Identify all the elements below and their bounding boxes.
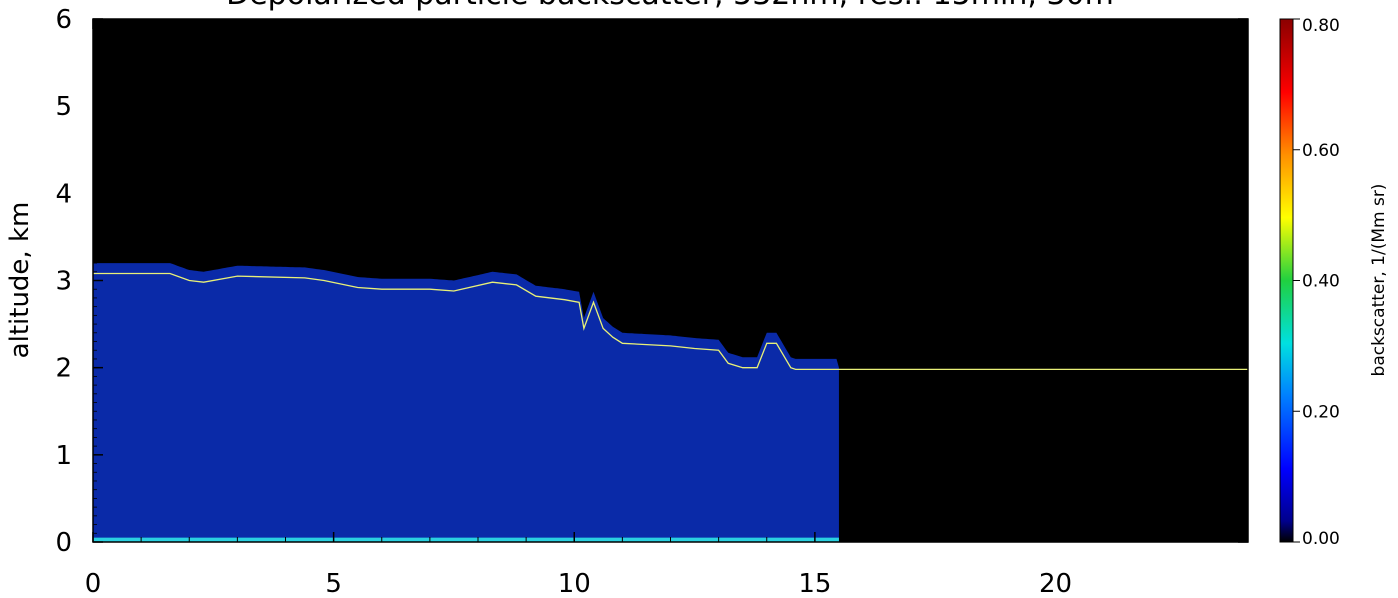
colorbar-tick-label: 0.60 <box>1302 141 1340 161</box>
colorbar-title: backscatter, 1/(Mm sr) <box>1369 184 1389 377</box>
y-tick-label: 1 <box>55 441 72 471</box>
surface-layer <box>93 537 839 542</box>
axes: 0 5 10 15 20 0 1 2 3 4 5 6 <box>55 5 1249 598</box>
y-tick-label: 2 <box>55 354 72 384</box>
x-tick-label: 0 <box>85 569 102 598</box>
x-tick-label: 5 <box>325 569 342 598</box>
y-tick-label: 5 <box>55 92 72 122</box>
y-tick-label: 6 <box>55 5 72 35</box>
boundary-line <box>93 272 1248 371</box>
colorbar-tick-label: 0.40 <box>1302 272 1340 292</box>
y-tick-label: 0 <box>55 528 72 558</box>
y-axis-label: altitude, km <box>5 202 35 359</box>
chart-title: Depolarized particle backscatter, 532nm,… <box>226 0 1114 12</box>
colorbar-tick-label: 0.80 <box>1302 16 1340 36</box>
colorbar-tick-label: 0.00 <box>1302 529 1340 549</box>
x-tick-label: 20 <box>1039 569 1072 598</box>
colorbar-ticks: 0.00 0.20 0.40 0.60 0.80 <box>1293 16 1340 549</box>
backscatter-field <box>93 263 839 542</box>
x-tick-label: 15 <box>798 569 831 598</box>
field-area <box>93 263 839 542</box>
y-tick-label: 3 <box>55 267 72 297</box>
colorbar <box>1279 18 1294 543</box>
x-tick-label: 10 <box>558 569 591 598</box>
colorbar-tick-label: 0.20 <box>1302 402 1340 422</box>
y-tick-label: 4 <box>55 179 72 209</box>
